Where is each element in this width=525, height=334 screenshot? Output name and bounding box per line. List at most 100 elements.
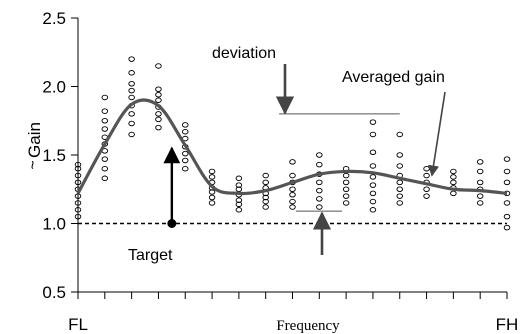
scatter-point xyxy=(369,163,377,169)
scatter-point xyxy=(155,86,162,92)
scatter-point xyxy=(423,193,430,199)
scatter-point xyxy=(181,150,189,157)
scatter-point xyxy=(342,193,350,199)
scatter-point xyxy=(503,168,511,175)
scatter-point xyxy=(155,124,162,131)
scatter-point xyxy=(101,165,109,172)
scatter-point xyxy=(74,207,82,213)
scatter-point xyxy=(396,193,404,199)
averaged-gain-group xyxy=(76,91,508,196)
scatter-point xyxy=(423,186,430,192)
scatter-point xyxy=(316,204,323,210)
scatter-point xyxy=(155,116,162,123)
scatter-point xyxy=(476,168,484,175)
scatter-point xyxy=(128,70,135,76)
target-annotation: Target xyxy=(128,247,173,264)
scatter-point xyxy=(235,175,243,182)
scatter-point xyxy=(262,172,269,179)
scatter-point xyxy=(128,56,135,62)
x-axis-label: Frequency xyxy=(276,318,340,334)
scatter-point xyxy=(262,204,269,210)
scatter-point xyxy=(208,200,216,206)
y-ticks: 0.5 1.0 1.5 2.0 2.5 xyxy=(42,9,78,302)
scatter-point xyxy=(316,152,323,158)
scatter-point xyxy=(101,117,109,124)
scatter-points xyxy=(74,56,511,231)
scatter-point xyxy=(503,156,511,162)
scatter-point xyxy=(369,174,377,180)
scatter-point xyxy=(342,179,350,186)
scatter-point xyxy=(74,165,82,172)
scatter-point xyxy=(181,157,189,164)
scatter-point xyxy=(235,182,243,188)
scatter-point xyxy=(101,156,109,162)
scatter-point xyxy=(74,200,82,206)
scatter-point xyxy=(289,191,296,198)
scatter-point xyxy=(369,190,377,197)
target-marker xyxy=(167,219,177,228)
scatter-point xyxy=(128,131,135,138)
scatter-point xyxy=(503,224,511,231)
scatter-point xyxy=(316,161,323,168)
scatter-point xyxy=(101,126,109,132)
y-tick-label-4: 2.5 xyxy=(42,9,66,28)
scatter-point xyxy=(208,189,216,195)
target-group xyxy=(78,146,507,228)
y-tick-label-0: 0.5 xyxy=(42,283,66,302)
scatter-point xyxy=(128,94,135,101)
scatter-point xyxy=(450,190,457,197)
scatter-point xyxy=(503,200,511,206)
scatter-point xyxy=(181,122,189,128)
scatter-point xyxy=(128,87,135,94)
x-tick-label-right: FH xyxy=(496,315,519,334)
y-axis-label: Gain xyxy=(25,122,44,158)
scatter-point xyxy=(289,172,296,179)
scatter-point xyxy=(128,120,135,127)
scatter-point xyxy=(503,213,511,220)
scatter-point xyxy=(262,179,269,186)
scatter-point xyxy=(423,172,430,179)
y-tick-label-1: 1.0 xyxy=(42,215,66,234)
deviation-annotation: deviation xyxy=(212,45,276,62)
x-ticks xyxy=(77,292,508,299)
scatter-point xyxy=(450,179,457,186)
scatter-point xyxy=(342,200,350,206)
scatter-point xyxy=(74,161,82,168)
averaged-gain-line xyxy=(76,98,508,196)
scatter-point xyxy=(369,149,377,156)
scatter-point xyxy=(396,186,404,192)
scatter-point xyxy=(396,200,404,206)
scatter-point xyxy=(208,194,216,201)
scatter-point xyxy=(262,198,269,205)
scatter-point xyxy=(450,168,457,175)
scatter-point xyxy=(128,81,135,87)
scatter-point xyxy=(74,179,82,186)
scatter-point xyxy=(74,213,82,220)
x-tick-label-left: FL xyxy=(68,315,88,334)
scatter-point xyxy=(74,172,82,179)
scatter-point xyxy=(155,111,162,117)
scatter-point xyxy=(128,111,135,117)
scatter-point xyxy=(369,119,377,125)
scatter-point xyxy=(396,131,404,138)
scatter-point xyxy=(423,165,430,172)
scatter-point xyxy=(235,207,243,213)
y-tick-label-3: 2.0 xyxy=(42,78,66,97)
scatter-point xyxy=(316,196,323,202)
scatter-point xyxy=(369,182,377,188)
scatter-point xyxy=(503,179,511,186)
scatter-point xyxy=(289,186,296,192)
scatter-point xyxy=(155,63,162,69)
scatter-point xyxy=(101,108,109,114)
scatter-point xyxy=(476,179,484,186)
scatter-point xyxy=(262,194,269,201)
scatter-point xyxy=(450,174,457,180)
scatter-point xyxy=(235,186,243,192)
scatter-point xyxy=(289,204,296,210)
scatter-point xyxy=(476,200,484,206)
scatter-point xyxy=(235,201,243,208)
scatter-point xyxy=(208,168,216,175)
scatter-point xyxy=(396,179,404,186)
scatter-point xyxy=(235,197,243,203)
scatter-point xyxy=(181,165,189,172)
